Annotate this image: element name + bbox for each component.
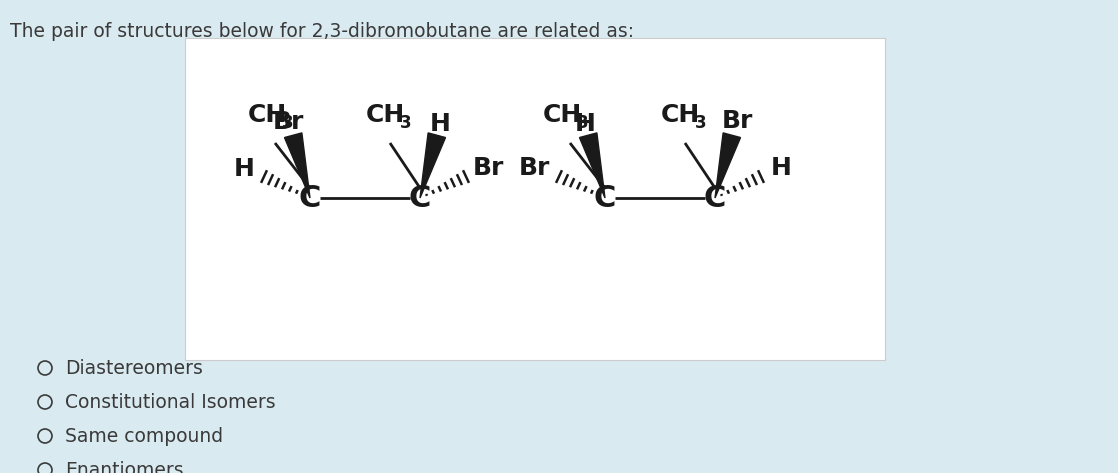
Text: CH: CH — [542, 103, 581, 127]
Text: Br: Br — [273, 110, 304, 134]
Text: C: C — [409, 184, 432, 212]
Text: Constitutional Isomers: Constitutional Isomers — [65, 393, 276, 412]
Text: CH: CH — [661, 103, 700, 127]
Text: 3: 3 — [400, 114, 411, 132]
Text: H: H — [770, 157, 792, 180]
Text: H: H — [575, 112, 596, 136]
Text: H: H — [429, 112, 451, 136]
Text: Br: Br — [721, 109, 752, 133]
Polygon shape — [284, 133, 310, 198]
FancyBboxPatch shape — [184, 38, 885, 360]
Text: Same compound: Same compound — [65, 427, 224, 446]
Text: Enantiomers: Enantiomers — [65, 461, 183, 473]
Text: H: H — [234, 157, 254, 181]
Text: 3: 3 — [695, 114, 707, 132]
Text: Diastereomers: Diastereomers — [65, 359, 202, 377]
Text: CH: CH — [247, 103, 286, 127]
Text: The pair of structures below for 2,3-dibromobutane are related as:: The pair of structures below for 2,3-dib… — [10, 22, 634, 41]
Text: C: C — [704, 184, 727, 212]
Text: Br: Br — [519, 156, 550, 180]
Text: 3: 3 — [282, 114, 294, 132]
Text: C: C — [299, 184, 321, 212]
Polygon shape — [579, 133, 605, 198]
Polygon shape — [420, 133, 445, 198]
Polygon shape — [716, 133, 740, 198]
Text: CH: CH — [366, 103, 405, 127]
Text: C: C — [594, 184, 616, 212]
Text: Br: Br — [473, 157, 504, 180]
Text: 3: 3 — [577, 114, 589, 132]
